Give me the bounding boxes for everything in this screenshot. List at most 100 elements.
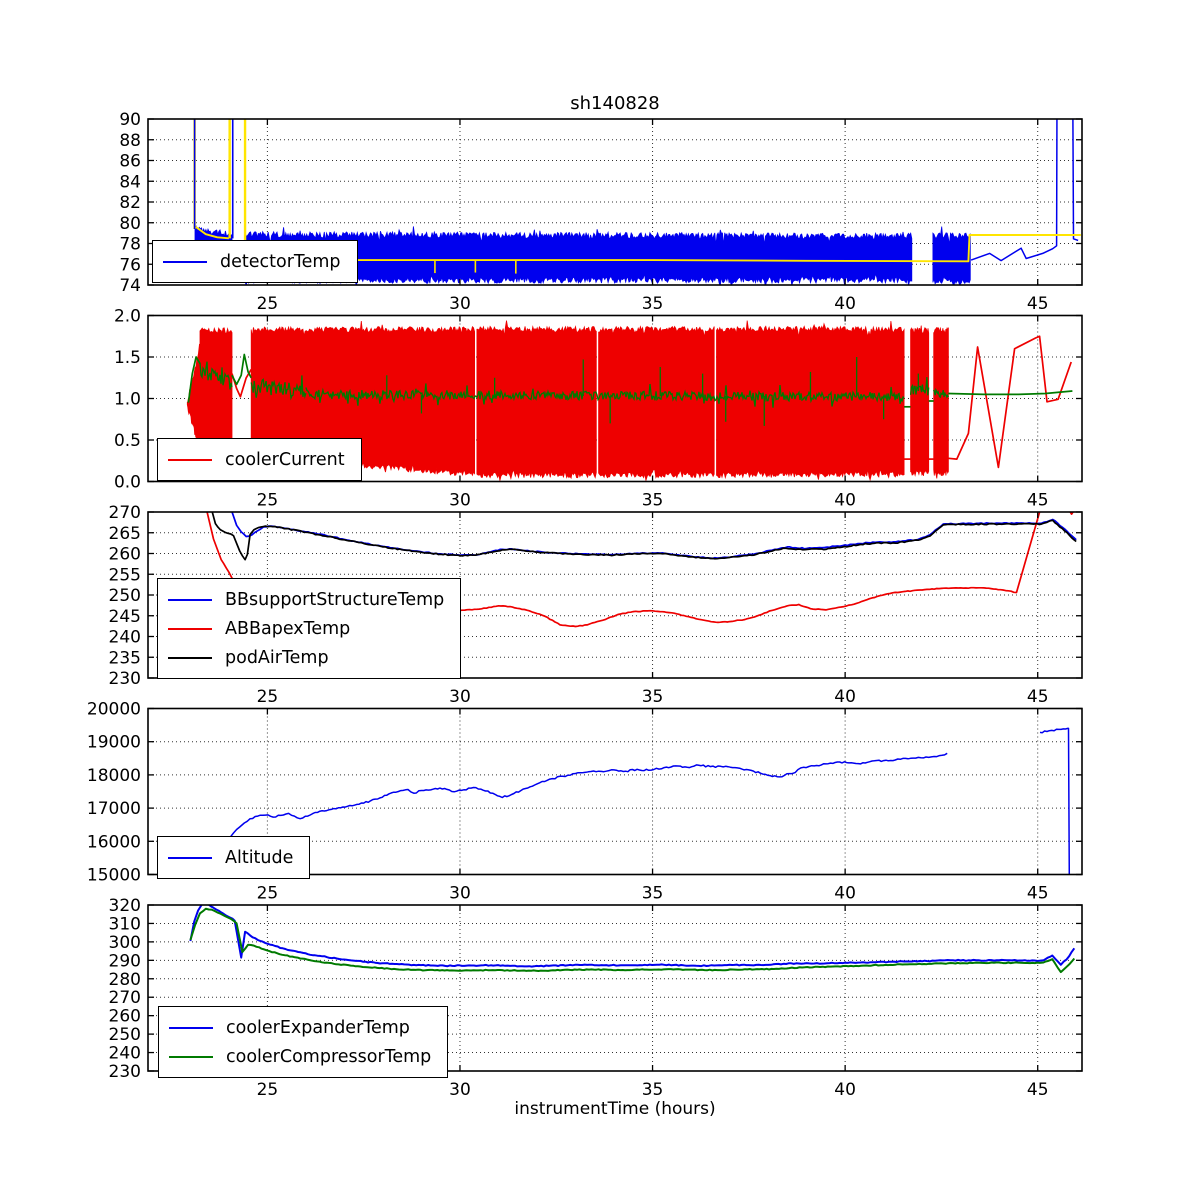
legend-subplot-4: Altitude — [157, 836, 311, 879]
coolerCurrent-green-lines — [948, 390, 1073, 396]
y-tick-label: 17000 — [87, 799, 141, 819]
series-layer — [193, 119, 1081, 285]
altitude-plot: 25 30 35 40 45 15000 16000 17000 18000 19000 20000 — [87, 700, 1083, 904]
x-tick-label: 25 — [257, 294, 279, 314]
coolerCurrent-green-noise — [933, 387, 949, 399]
y-tick-label: 240 — [109, 1044, 141, 1064]
y-tick-label: 2.0 — [114, 307, 141, 327]
legend-label: Altitude — [225, 847, 294, 868]
Altitude — [1039, 727, 1071, 875]
y-tick-label: 80 — [119, 214, 141, 234]
legend-label: podAirTemp — [225, 647, 329, 668]
legend-entry: coolerExpanderTemp — [169, 1013, 431, 1042]
coolerCurrent-lines — [948, 335, 1073, 469]
x-tick-label: 35 — [642, 294, 664, 314]
coolerCurrent-plot: 25 30 35 40 45 0.0 0.5 1.0 1.5 2.0 — [114, 307, 1083, 511]
coolerCurrent-green-noise — [250, 375, 307, 401]
legend-entry: detectorTemp — [163, 247, 341, 276]
coolerCurrent-green-noise — [305, 383, 905, 408]
x-tick-label: 35 — [642, 687, 664, 707]
y-tick-label: 76 — [119, 255, 141, 275]
x-tick-label: 45 — [1027, 491, 1049, 511]
x-tick-label: 25 — [257, 687, 279, 707]
coolerCurrent-noise — [910, 325, 930, 477]
coolerCurrent-green-noise — [909, 377, 930, 396]
coolerCurrent-green-lines — [187, 356, 201, 403]
coolerCurrent-green-lines — [231, 353, 252, 386]
y-tick-label: 82 — [119, 193, 141, 213]
plot-title: sh140828 — [570, 93, 660, 114]
y-tick-label: 240 — [109, 628, 141, 648]
series-layer — [189, 905, 1076, 974]
legend-subplot-2: coolerCurrent — [157, 438, 362, 481]
y-tick-label: 270 — [109, 503, 141, 523]
ABBapexTemp — [1069, 512, 1075, 515]
y-tick-label: 310 — [109, 914, 141, 934]
legend-line-sample-icon — [168, 598, 212, 601]
y-tick-label: 16000 — [87, 832, 141, 852]
y-tick-label: 260 — [109, 1007, 141, 1027]
legend-entry: BBsupportStructureTemp — [168, 585, 444, 614]
y-tick-label: 230 — [109, 1062, 141, 1082]
legend-label: ABBapexTemp — [225, 618, 351, 639]
x-tick-label: 45 — [1027, 884, 1049, 904]
x-tick-label: 35 — [642, 1080, 664, 1100]
y-tick-label: 74 — [119, 276, 141, 296]
x-tick-label: 30 — [449, 294, 471, 314]
series-layer — [186, 320, 1073, 482]
y-tick-label: 0.0 — [114, 473, 141, 493]
x-tick-label: 25 — [257, 1080, 279, 1100]
y-tick-label: 15000 — [87, 866, 141, 886]
x-tick-label: 45 — [1027, 687, 1049, 707]
y-tick-label: 86 — [119, 152, 141, 172]
detectorTemp-noise — [244, 226, 913, 285]
legend-entry: ABBapexTemp — [168, 614, 444, 643]
x-tick-label: 40 — [834, 1080, 856, 1100]
legend-label: coolerExpanderTemp — [226, 1017, 410, 1038]
x-axis-label: instrumentTime (hours) — [514, 1099, 716, 1119]
y-tick-label: 280 — [109, 970, 141, 990]
x-tick-label: 40 — [834, 687, 856, 707]
y-tick-label: 1.5 — [114, 348, 141, 368]
x-tick-label: 40 — [834, 491, 856, 511]
legend-line-sample-icon — [168, 627, 212, 630]
y-tick-label: 88 — [119, 131, 141, 151]
legend-subplot-3: BBsupportStructureTemp ABBapexTemp podAirT… — [157, 578, 462, 679]
coolerCurrent-green-noise — [199, 361, 233, 390]
y-tick-label: 90 — [119, 110, 141, 130]
y-tick-label: 255 — [109, 565, 141, 585]
y-tick-label: 250 — [109, 1025, 141, 1045]
Altitude — [213, 752, 948, 875]
coolerCompressorTemp — [189, 907, 1076, 974]
y-tick-label: 18000 — [87, 766, 141, 786]
coolerCurrent-noise — [598, 325, 715, 481]
legend-line-sample-icon — [168, 656, 212, 659]
legend-line-sample-icon — [169, 1026, 213, 1029]
y-tick-label: 300 — [109, 933, 141, 953]
legend-entry: podAirTemp — [168, 643, 444, 672]
series-layer — [213, 727, 1071, 875]
legend-label: coolerCompressorTemp — [226, 1046, 432, 1067]
detectorTemp-tail — [970, 119, 1079, 262]
y-tick-label: 245 — [109, 607, 141, 627]
y-tick-label: 1.0 — [114, 390, 141, 410]
x-tick-label: 25 — [257, 491, 279, 511]
coolerCurrent-noise — [476, 320, 597, 481]
legend-label: BBsupportStructureTemp — [225, 589, 445, 610]
BBsupportStructureTemp — [231, 512, 1077, 560]
axes-frame — [147, 904, 1083, 1072]
x-tick-label: 45 — [1027, 294, 1049, 314]
x-tick-label: 35 — [642, 884, 664, 904]
detectorSmooth — [195, 226, 229, 240]
x-tick-label: 30 — [449, 1080, 471, 1100]
legend-entry: coolerCompressorTemp — [169, 1042, 431, 1071]
y-tick-label: 320 — [109, 896, 141, 916]
coolerExpanderTemp — [189, 905, 1076, 968]
legend-label: coolerCurrent — [225, 449, 345, 470]
legend-entry: coolerCurrent — [168, 445, 345, 474]
x-tick-label: 40 — [834, 884, 856, 904]
